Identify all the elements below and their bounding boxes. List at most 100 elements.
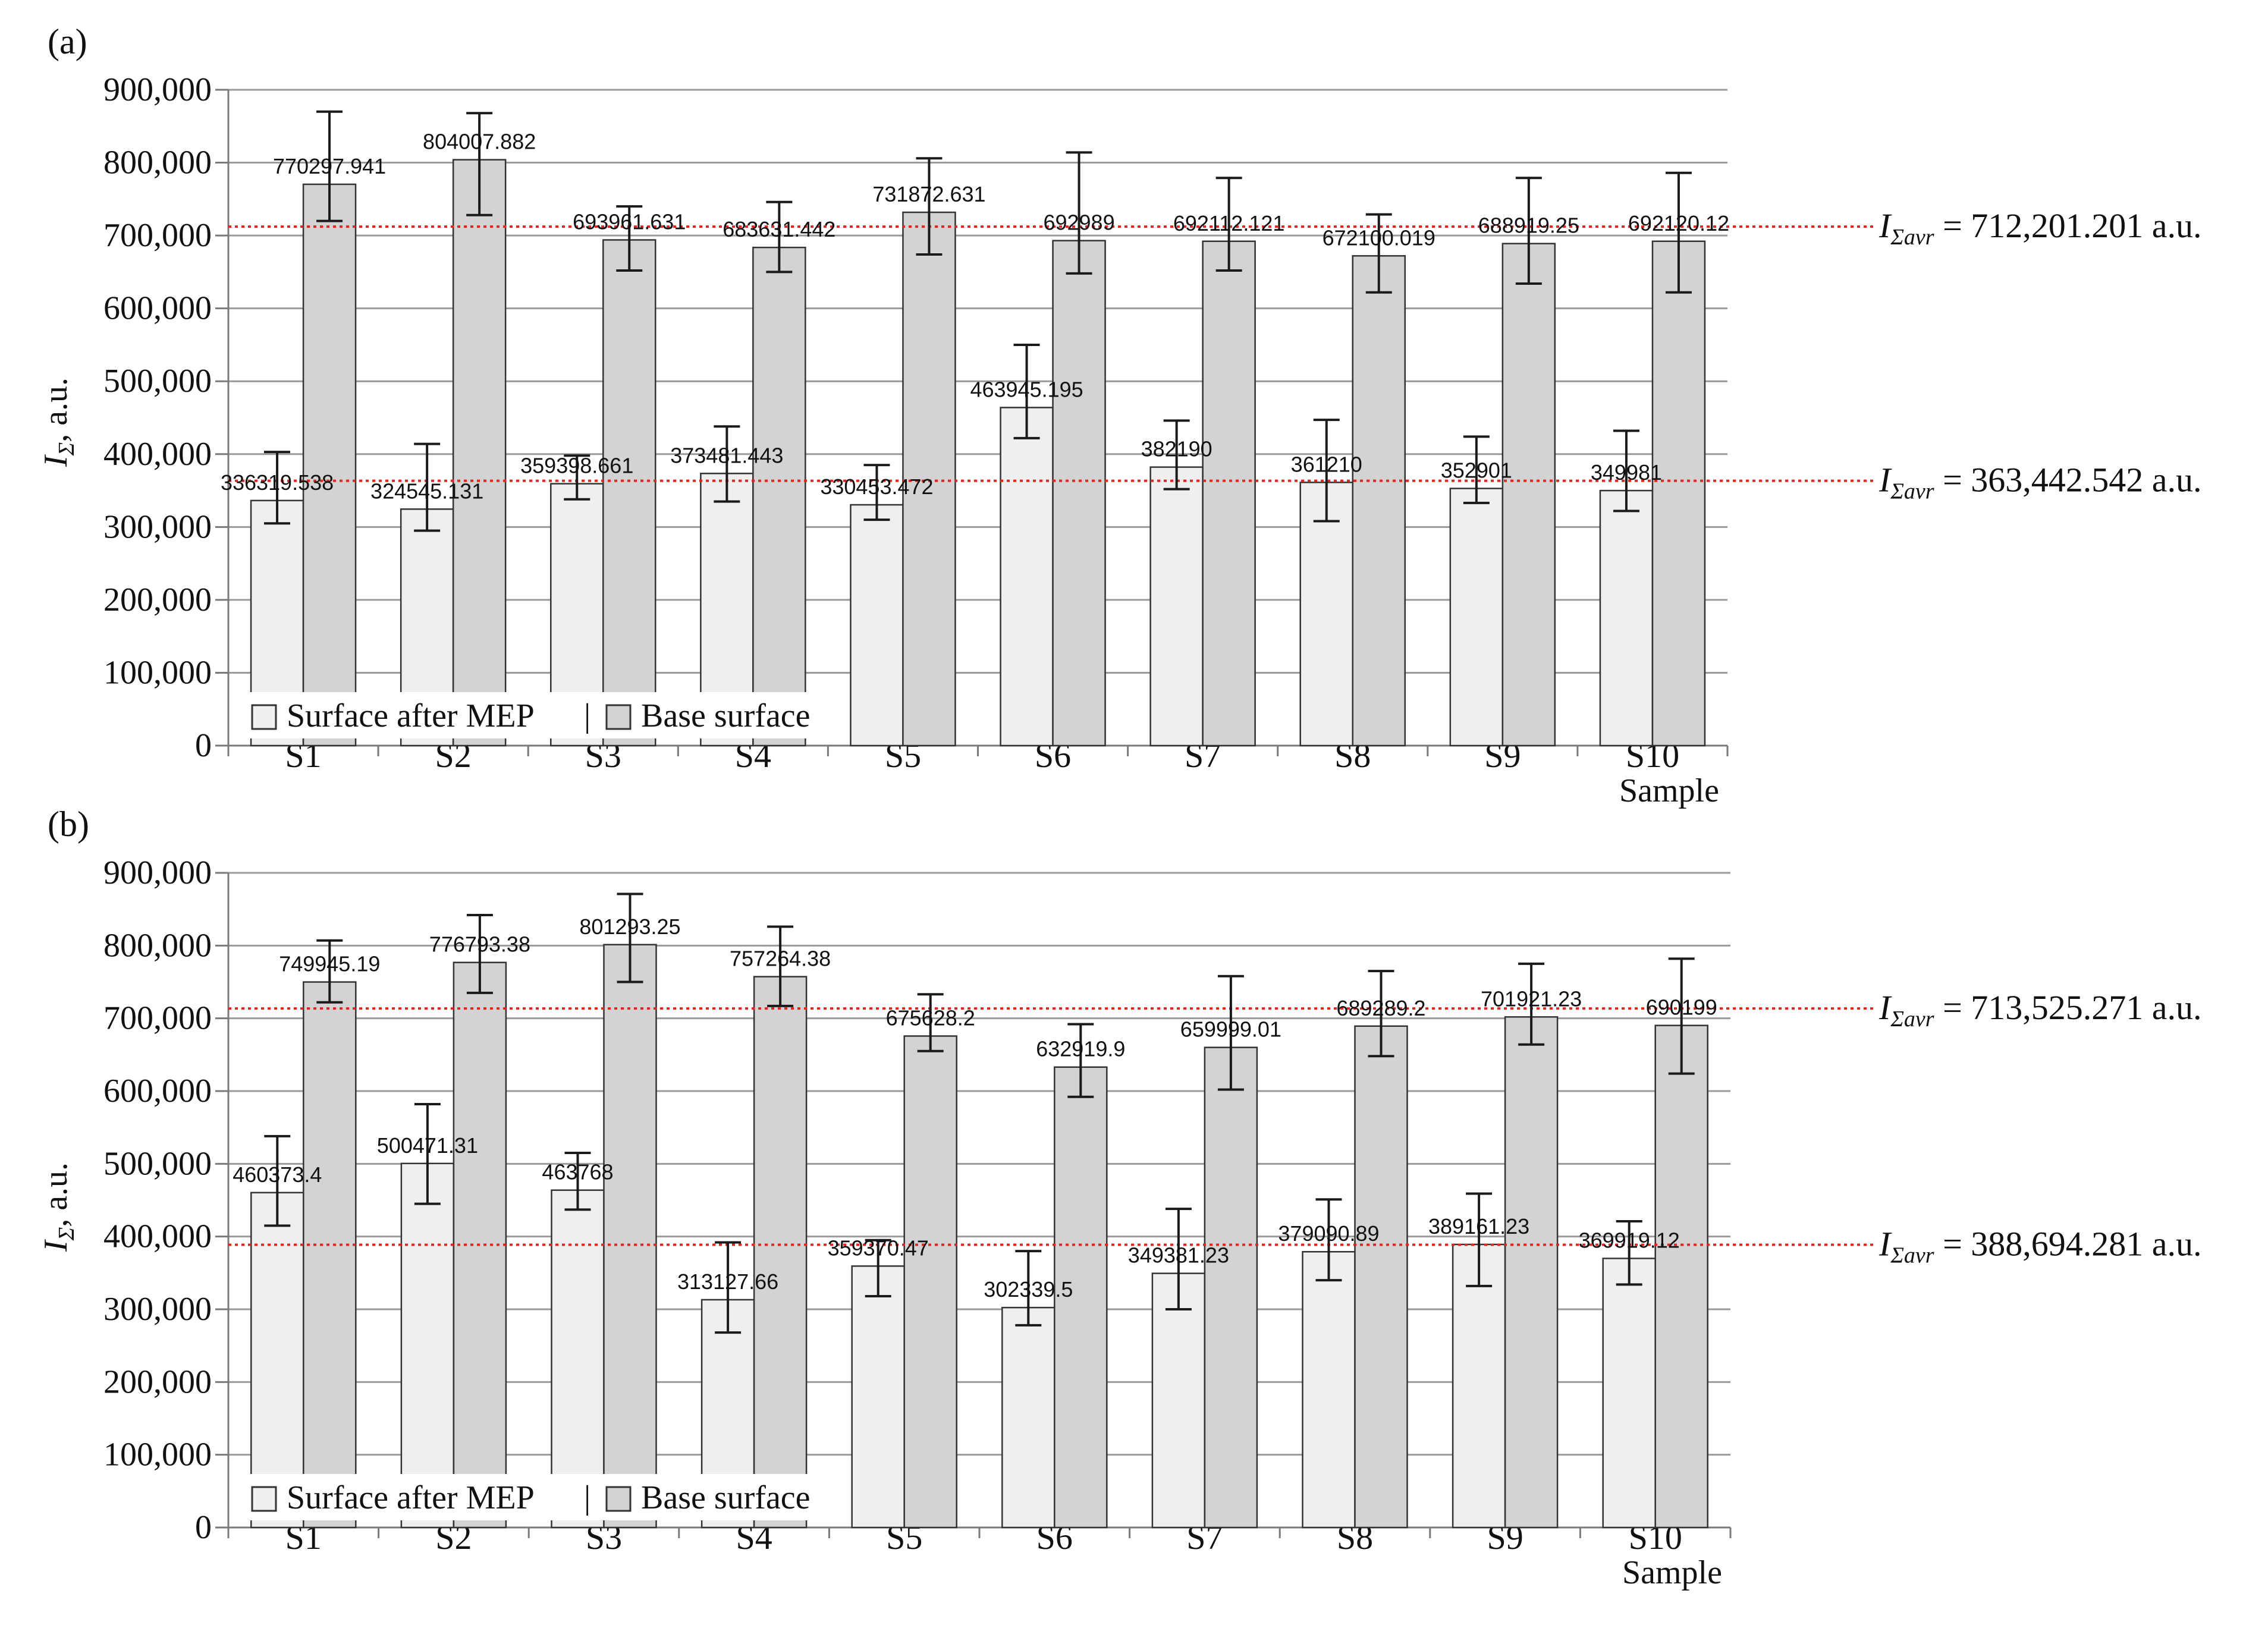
data-label: 460373.4 bbox=[233, 1162, 322, 1187]
y-tick-label: 600,000 bbox=[103, 290, 212, 327]
data-label: 701921.23 bbox=[1481, 986, 1582, 1011]
data-label: 382190 bbox=[1141, 437, 1212, 461]
bar-base-surface bbox=[1654, 1024, 1708, 1529]
average-label-symbol: I bbox=[1879, 1224, 1892, 1263]
y-axis-label-subscript: Σ bbox=[54, 442, 79, 457]
x-axis-label: Sample bbox=[1622, 1554, 1722, 1591]
data-label: 463945.195 bbox=[970, 377, 1083, 401]
average-label-equals: = bbox=[1934, 988, 1971, 1027]
bar-base-surface bbox=[902, 211, 956, 747]
average-label-space bbox=[2143, 461, 2152, 499]
data-label: 770297.941 bbox=[273, 154, 386, 178]
y-tick-label: 700,000 bbox=[103, 1000, 212, 1037]
bar-base-surface bbox=[1501, 243, 1556, 747]
average-label-symbol: I bbox=[1879, 461, 1892, 499]
average-label: IΣavr = 388,694.281 a.u. bbox=[1879, 1224, 2202, 1268]
data-label: 659999.01 bbox=[1180, 1017, 1281, 1042]
average-label-value: 712,201.201 bbox=[1971, 206, 2143, 245]
data-label: 324545.131 bbox=[370, 479, 483, 503]
y-tick-label: 100,000 bbox=[103, 654, 212, 691]
data-label: 359398.661 bbox=[520, 454, 633, 478]
y-tick-label: 900,000 bbox=[103, 854, 212, 891]
data-label: 688919.25 bbox=[1478, 213, 1579, 238]
average-label-unit: a.u. bbox=[2152, 988, 2202, 1027]
data-label: 731872.631 bbox=[872, 182, 985, 206]
data-label: 690199 bbox=[1646, 995, 1717, 1020]
data-label: 352901 bbox=[1441, 458, 1512, 483]
bar-base-surface bbox=[1054, 1066, 1108, 1529]
average-label-value: 713,525.271 bbox=[1971, 988, 2143, 1027]
data-label: 693961.631 bbox=[573, 210, 686, 234]
average-label: IΣavr = 363,442.542 a.u. bbox=[1879, 461, 2202, 504]
bar-base-surface bbox=[903, 1035, 957, 1529]
y-tick-label: 800,000 bbox=[103, 144, 212, 181]
average-label-unit: a.u. bbox=[2152, 1224, 2202, 1263]
legend-background bbox=[244, 1474, 844, 1520]
y-tick-label: 700,000 bbox=[103, 217, 212, 254]
data-label: 373481.443 bbox=[670, 443, 783, 467]
bar-surface-after-mep bbox=[1302, 1250, 1356, 1529]
average-label-subscript: Σavr bbox=[1890, 225, 1934, 250]
legend: Surface after MEP | Base surface bbox=[244, 692, 844, 738]
average-label-unit: a.u. bbox=[2152, 206, 2202, 245]
bar-base-surface bbox=[1204, 1046, 1258, 1529]
average-label-equals: = bbox=[1934, 206, 1971, 245]
bar-base-surface bbox=[1202, 240, 1256, 747]
y-tick-label: 300,000 bbox=[103, 1291, 212, 1328]
legend-label-surface-after-mep: Surface after MEP bbox=[287, 1479, 535, 1516]
y-axis-label-symbol: I bbox=[37, 454, 74, 467]
average-label-subscript: Σavr bbox=[1890, 479, 1934, 504]
average-label: IΣavr = 712,201.201 a.u. bbox=[1879, 206, 2202, 250]
y-tick-label: 200,000 bbox=[103, 582, 212, 618]
average-label-symbol: I bbox=[1879, 206, 1892, 245]
data-label: 500471.31 bbox=[377, 1133, 478, 1158]
legend: Surface after MEP | Base surface bbox=[244, 1474, 844, 1520]
bar-base-surface bbox=[1052, 240, 1106, 747]
y-tick-label: 600,000 bbox=[103, 1073, 212, 1109]
data-label: 330453.472 bbox=[820, 474, 933, 499]
y-axis-label-subscript: Σ bbox=[54, 1227, 79, 1241]
legend-swatch-surface-after-mep bbox=[251, 1486, 277, 1512]
y-tick-label: 400,000 bbox=[103, 436, 212, 473]
average-label-symbol: I bbox=[1879, 988, 1892, 1027]
y-tick-label: 400,000 bbox=[103, 1218, 212, 1255]
data-label: 379090.89 bbox=[1278, 1221, 1379, 1246]
average-label-space bbox=[2143, 1224, 2152, 1263]
bar-surface-after-mep bbox=[1151, 1272, 1206, 1529]
y-tick-label: 500,000 bbox=[103, 363, 212, 400]
average-label-equals: = bbox=[1934, 461, 1971, 499]
y-axis-label-symbol: I bbox=[37, 1239, 74, 1252]
data-label: 801293.25 bbox=[579, 914, 680, 939]
y-tick-label: 0 bbox=[195, 1509, 212, 1546]
chart-panel-b: (b) 0 100,000 200,000 300,000 400,000 500,000 6… bbox=[37, 804, 2202, 1591]
bar-surface-after-mep bbox=[400, 1162, 455, 1529]
average-label-value: 363,442.542 bbox=[1971, 461, 2143, 499]
bar-base-surface bbox=[452, 159, 507, 747]
legend-label-base-surface: Base surface bbox=[641, 1479, 811, 1516]
data-label: 692112.121 bbox=[1173, 211, 1285, 235]
data-label: 361210 bbox=[1291, 452, 1362, 476]
data-label: 804007.882 bbox=[423, 130, 536, 154]
data-label: 692120.12 bbox=[1628, 211, 1729, 235]
bar-surface-after-mep bbox=[851, 1265, 905, 1529]
data-label: 349381.23 bbox=[1128, 1243, 1229, 1268]
bar-base-surface bbox=[1352, 255, 1406, 747]
bar-surface-after-mep bbox=[1599, 489, 1654, 747]
bar-surface-after-mep bbox=[1149, 466, 1204, 747]
average-label-equals: = bbox=[1934, 1224, 1971, 1263]
data-label: 336319.538 bbox=[221, 470, 334, 495]
data-label: 776793.38 bbox=[429, 932, 530, 957]
bar-surface-after-mep bbox=[1602, 1258, 1656, 1529]
data-label: 369919.12 bbox=[1579, 1228, 1680, 1252]
bar-surface-after-mep bbox=[551, 1189, 605, 1529]
data-label: 302339.5 bbox=[984, 1277, 1073, 1302]
data-label: 692989 bbox=[1043, 210, 1114, 235]
average-label-value: 388,694.281 bbox=[1971, 1224, 2143, 1263]
bar-surface-after-mep bbox=[1001, 1306, 1056, 1529]
legend-swatch-surface-after-mep bbox=[251, 704, 277, 730]
y-tick-label: 100,000 bbox=[103, 1437, 212, 1473]
y-axis-label-unit: , a.u. bbox=[37, 1162, 74, 1227]
y-tick-label: 0 bbox=[195, 727, 212, 764]
panel-label: (b) bbox=[48, 804, 89, 844]
